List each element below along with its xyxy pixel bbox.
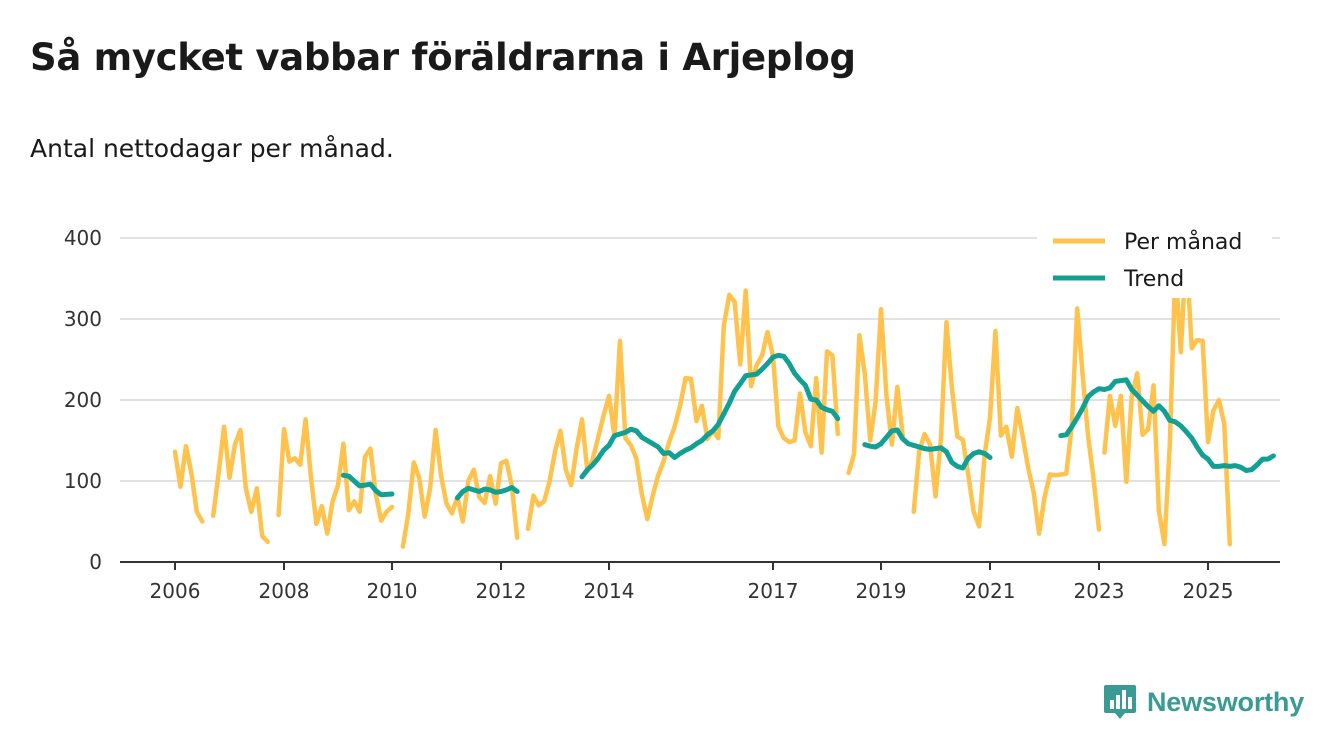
- legend: Per månad Trend: [1037, 222, 1272, 298]
- y-tick-label: 200: [64, 388, 102, 412]
- x-tick-label: 2021: [965, 579, 1016, 603]
- series-segment: [579, 352, 841, 480]
- legend-background: [1037, 222, 1272, 298]
- legend-label: Per månad: [1124, 229, 1242, 255]
- series-segment: [1058, 377, 1276, 473]
- chart-subtitle: Antal nettodagar per månad.: [30, 134, 394, 163]
- series-segment: [846, 307, 906, 476]
- brand-name: Newsworthy: [1147, 686, 1305, 717]
- x-tick-label: 2014: [584, 579, 635, 603]
- series-segment: [210, 424, 270, 545]
- trend-line: [340, 352, 1276, 501]
- x-tick-label: 2019: [856, 579, 907, 603]
- y-tick-label: 0: [89, 550, 102, 574]
- legend-label: Trend: [1123, 267, 1184, 292]
- chart-title: Så mycket vabbar föräldrarna i Arjeplog: [30, 36, 856, 79]
- series-segment: [525, 288, 841, 532]
- y-tick-label: 400: [64, 226, 102, 250]
- series-segment: [454, 485, 520, 501]
- series-segment: [340, 472, 395, 498]
- series-layer: [172, 246, 1276, 549]
- x-axis: 2006 2008 2010 2012 2014 2017 2019 2021 2023 2025: [120, 561, 1280, 603]
- x-tick-label: 2025: [1183, 579, 1234, 603]
- series-segment: [862, 427, 993, 471]
- series-segment: [911, 306, 1102, 536]
- per-month-line: [172, 246, 1233, 549]
- x-tick-label: 2008: [259, 579, 310, 603]
- series-segment: [172, 443, 205, 524]
- series-segment: [400, 427, 520, 549]
- x-tick-label: 2010: [367, 579, 418, 603]
- series-segment: [276, 417, 395, 536]
- x-tick-label: 2012: [476, 579, 527, 603]
- x-tick-label: 2023: [1074, 579, 1125, 603]
- x-tick-label: 2017: [748, 579, 799, 603]
- y-tick-label: 100: [64, 469, 102, 493]
- y-axis-tick-labels: 0 100 200 300 400: [64, 226, 102, 574]
- x-tick-label: 2006: [150, 579, 201, 603]
- chart-bubble-icon: [1104, 685, 1136, 719]
- y-tick-label: 300: [64, 307, 102, 331]
- brand-logo: Newsworthy: [1103, 683, 1304, 721]
- series-segment: [1102, 246, 1233, 547]
